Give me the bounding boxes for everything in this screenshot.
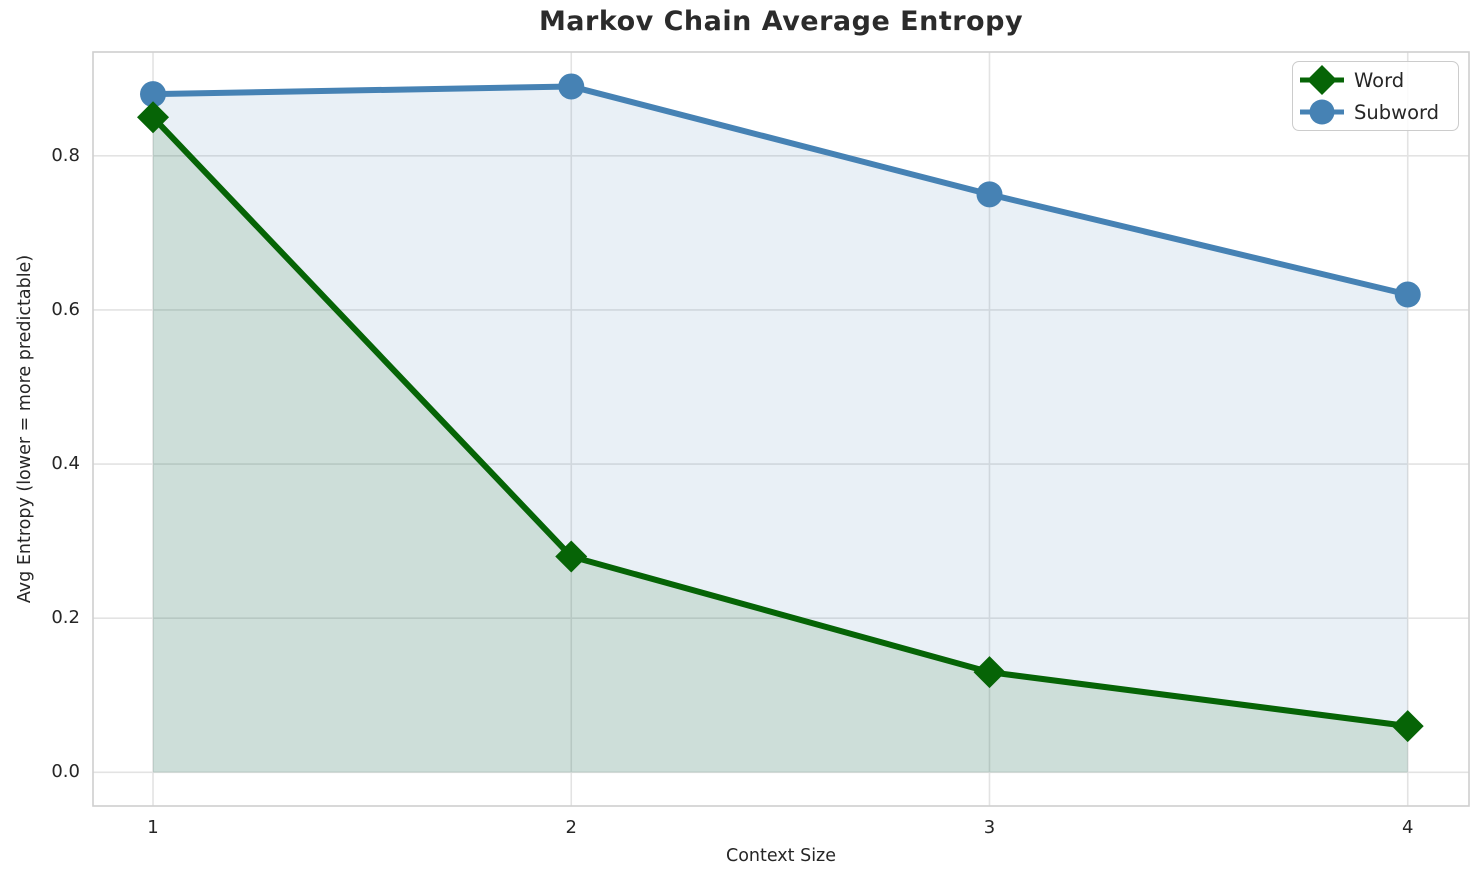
- subword-marker: [1394, 281, 1421, 308]
- legend: Word Subword: [1292, 61, 1459, 131]
- plot-border: [92, 51, 1470, 807]
- y-axis-label: Avg Entropy (lower = more predictable): [15, 254, 35, 604]
- subword-line: [152, 83, 1409, 298]
- subword-legend-marker-icon: [1300, 99, 1344, 125]
- y-tick-label: 0.4: [51, 453, 80, 475]
- word-area-fill: [153, 117, 1408, 773]
- y-tick-label: 0.2: [51, 607, 80, 629]
- word-marker: [137, 101, 170, 134]
- x-axis-label: Context Size: [725, 846, 837, 866]
- word-marker: [1391, 710, 1424, 743]
- y-tick-label: 0.8: [51, 144, 80, 166]
- subword-marker: [976, 181, 1003, 208]
- x-tick-label: 3: [983, 817, 996, 838]
- x-tick-label: 2: [565, 817, 577, 838]
- x-tick-label: 1: [147, 817, 159, 838]
- word-line: [150, 115, 1409, 730]
- word-legend-marker-icon: [1300, 65, 1344, 95]
- legend-label: Subword: [1354, 100, 1440, 124]
- word-marker: [973, 656, 1006, 689]
- legend-label: Word: [1354, 68, 1405, 92]
- x-tick-label: 4: [1401, 817, 1414, 838]
- chart-title: Markov Chain Average Entropy: [538, 6, 1024, 37]
- plot-area: [93, 52, 1469, 806]
- subword-marker: [140, 81, 167, 108]
- y-tick-label: 0.0: [51, 761, 80, 783]
- subword-marker: [558, 73, 585, 100]
- word-marker: [555, 540, 588, 573]
- subword-area-fill: [153, 86, 1408, 773]
- legend-item-word: Word: [1299, 64, 1448, 96]
- legend-item-subword: Subword: [1299, 96, 1448, 128]
- y-tick-label: 0.6: [51, 298, 80, 320]
